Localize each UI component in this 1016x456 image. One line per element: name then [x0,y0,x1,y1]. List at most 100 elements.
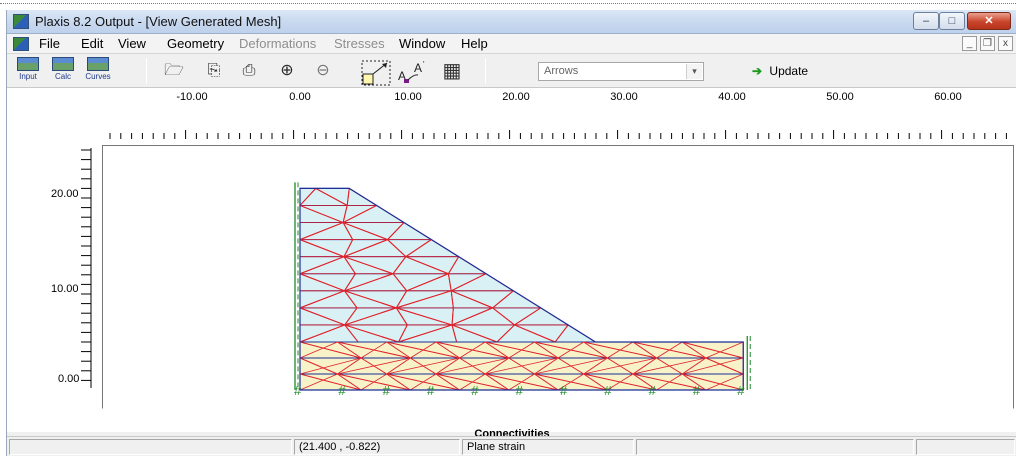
minimize-button[interactable]: – [913,12,939,30]
mesh-element-edge [299,290,345,309]
mesh-element-edge [583,357,657,375]
menu-stresses[interactable]: Stresses [334,36,385,51]
mesh-element-edge [337,373,362,391]
menu-deformations[interactable]: Deformations [239,36,317,51]
mesh-element-edge [682,373,744,391]
mesh-element-edge [337,341,362,359]
mesh-element-edge [656,341,683,359]
mesh-element-edge [451,324,458,343]
mesh-element-edge [681,373,707,391]
status-bar: (21.400 , -0.822) Plane strain [7,436,1016,456]
mesh-element-edge [344,273,356,292]
mesh-element-edge [583,341,608,359]
mesh-element-edge [492,290,514,309]
mesh-element-edge [534,357,559,375]
mesh-element-edge [607,341,634,359]
curves-launcher-button[interactable]: Curves [83,57,113,85]
mesh-element-edge [395,290,408,309]
mesh-element-edge [392,256,407,275]
status-panel-empty [636,439,914,455]
mesh-element-edge [410,373,437,391]
generated-mesh[interactable]: # # # # # # # # # # # [7,88,1016,426]
menu-help[interactable]: Help [461,36,488,51]
table-icon[interactable]: ▦ [442,60,462,82]
mesh-element-edge [387,222,405,240]
mesh-element-edge [343,239,354,257]
mesh-element-edge [299,239,345,258]
mesh-element-edge [656,373,683,391]
copy-icon[interactable]: ⎘ [207,62,221,79]
mesh-element-edge [632,341,657,359]
mesh-element-edge [583,357,608,375]
mesh-element-edge [484,373,510,391]
plaxis-app-icon[interactable] [13,14,29,29]
plaxis-calc-icon [52,57,74,71]
total-fixity-icon: # [427,383,435,398]
mesh-element-edge [360,373,387,391]
zoom-in-icon[interactable]: ⊕ [280,62,294,79]
menu-window[interactable]: Window [399,36,446,51]
document-icon[interactable] [13,37,29,51]
mesh-element-edge [451,307,493,326]
mesh-element-edge [342,205,377,223]
title-bar[interactable]: Plaxis 8.2 Output - [View Generated Mesh… [7,10,1016,34]
total-fixity-icon: # [383,383,391,398]
menu-view[interactable]: View [118,36,146,51]
mesh-element-edge [681,357,707,375]
mesh-element-edge [492,307,515,326]
menu-geometry[interactable]: Geometry [167,36,225,51]
zoom-out-icon[interactable]: ⊖ [316,62,330,79]
menu-file[interactable]: File [39,36,60,51]
mdi-close-button[interactable]: x [998,36,1013,51]
toolbar-separator [485,58,486,84]
y-tick-label: 20.00 [51,188,79,200]
mesh-element-edge [344,307,397,326]
mesh-element-edge [299,273,345,292]
close-button[interactable]: ✕ [967,12,1011,30]
display-mode-value: Arrows [544,65,579,77]
mesh-canvas[interactable]: -10.00 0.00 10.00 20.00 30.00 40.00 50.0… [7,88,1016,440]
model-viewport-frame [102,145,1014,409]
mesh-element-edge [484,357,510,375]
mesh-element-edge [435,357,509,375]
x-tick-label: 60.00 [934,91,962,103]
mesh-element-edge [344,307,358,326]
display-mode-select[interactable]: Arrows ▾ [538,62,704,81]
scale-annotation-icon[interactable]: A A ' [396,60,428,84]
mesh-element-edge [435,357,460,375]
mesh-element-edge [398,324,453,343]
total-fixity-icon: # [693,383,701,398]
mesh-element-edge [607,373,634,391]
status-panel-empty [9,439,292,455]
open-icon[interactable]: 🗁 [164,62,184,79]
x-tick-label: 50.00 [826,91,854,103]
mesh-element-edge [299,357,338,375]
mdi-minimize-button[interactable]: _ [962,36,977,51]
x-tick-label: -10.00 [176,91,208,103]
update-label: Update [769,64,809,78]
mesh-element-edge [386,357,411,375]
selection-window-icon[interactable] [361,60,391,86]
toolbar-separator [146,58,147,84]
window-top-border [0,3,1016,4]
plaxis-output-window: Plaxis 8.2 Output - [View Generated Mesh… [6,10,1016,456]
menu-edit[interactable]: Edit [81,36,104,51]
mesh-element-edge [398,324,408,343]
update-button[interactable]: ➔ Update [752,64,808,78]
calc-launcher-button[interactable]: Calc [48,57,78,85]
mesh-element-edge [299,357,362,375]
input-launcher-button[interactable]: Input [13,57,43,85]
mesh-element-edge [682,341,744,359]
mesh-element-edge [387,239,407,258]
dropdown-arrow-icon[interactable]: ▾ [686,64,702,79]
mdi-restore-button[interactable]: ❐ [980,36,995,51]
mesh-element-edge [485,357,559,375]
maximize-button[interactable]: □ [939,12,965,30]
mesh-element-edge [337,357,411,375]
mesh-element-edge [386,373,411,391]
total-fixity-icon: # [471,383,479,398]
print-icon[interactable]: ⎙ [242,62,256,79]
mesh-element-edge [386,341,411,359]
mesh-element-edge [343,256,394,275]
mesh-element-edge [396,307,453,326]
